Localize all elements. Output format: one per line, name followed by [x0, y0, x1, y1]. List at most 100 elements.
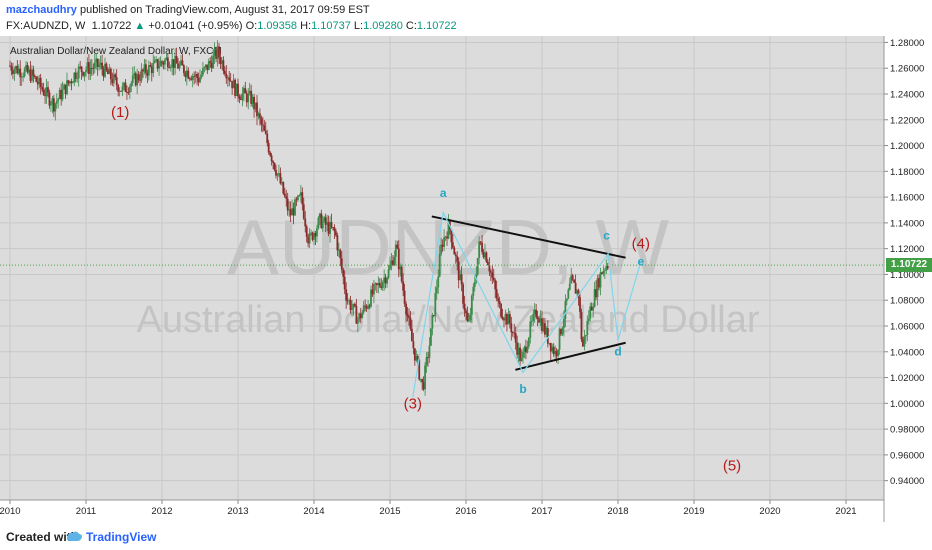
candle-body [138, 74, 140, 80]
candle-body [434, 293, 436, 316]
candle-body [429, 346, 431, 358]
candle-body [22, 76, 24, 77]
candle-body [117, 85, 119, 92]
candle-body [331, 222, 333, 227]
ohlc-high: 1.10737 [311, 20, 351, 32]
candle-body [471, 296, 473, 315]
price-tick-label: 1.22000 [890, 115, 924, 126]
candle-body [239, 96, 241, 98]
candle-body [271, 155, 273, 161]
candle-body [461, 274, 463, 284]
candle-body [499, 301, 501, 304]
tradingview-cloud-icon [66, 530, 84, 542]
candle-body [148, 65, 150, 75]
candle-body [218, 46, 220, 57]
candle-body [43, 89, 45, 94]
candle-body [260, 118, 262, 124]
candle-body [54, 104, 56, 112]
candle-body [436, 287, 438, 293]
wave-label: (1) [111, 104, 129, 121]
candle-body [179, 64, 181, 68]
candle-body [145, 64, 147, 73]
candle-body [336, 235, 338, 250]
candle-body [76, 78, 78, 79]
candle-body [564, 301, 566, 319]
candle-body [268, 143, 270, 152]
publish-line: mazchaudhry published on TradingView.com… [6, 4, 370, 16]
chart-footer: Created with TradingView [0, 522, 932, 550]
candle-body [396, 245, 398, 249]
candle-body [494, 280, 496, 289]
tradingview-brand-link[interactable]: TradingView [86, 530, 156, 544]
ohlc-low: 1.09280 [363, 20, 403, 32]
symbol-label: FX:AUDNZD, W [6, 20, 85, 32]
wave-label: e [637, 254, 644, 268]
candle-body [196, 74, 198, 78]
candle-body [431, 315, 433, 329]
candle-body [11, 66, 13, 70]
candle-body [101, 63, 103, 69]
candle-body [303, 204, 305, 218]
candle-body [528, 338, 530, 347]
candle-body [50, 105, 52, 106]
candle-body [510, 323, 512, 332]
candle-body [493, 278, 495, 281]
candle-body [34, 76, 36, 77]
time-tick-label: 2016 [455, 506, 476, 517]
candle-body [401, 267, 403, 281]
candle-body [339, 250, 341, 259]
price-tick-label: 1.26000 [890, 64, 924, 75]
candle-body [35, 77, 37, 82]
candle-body [402, 281, 404, 290]
candle-body [224, 71, 226, 74]
price-tick-label: 0.98000 [890, 425, 924, 436]
candle-body [201, 75, 203, 78]
candle-body [586, 321, 588, 335]
candle-body [469, 315, 471, 320]
candle-body [526, 346, 528, 352]
candle-body [57, 99, 59, 101]
author-link[interactable]: mazchaudhry [6, 4, 77, 16]
wave-label: b [519, 382, 526, 396]
candle-body [486, 253, 488, 262]
candle-body [182, 60, 184, 65]
symbol-line: FX:AUDNZD, W 1.10722 ▲ +0.01041 (+0.95%)… [6, 20, 457, 32]
time-tick-label: 2011 [76, 506, 96, 517]
candle-body [569, 284, 571, 290]
candle-body [158, 66, 160, 68]
ohlc-close: 1.10722 [417, 20, 457, 32]
candle-body [24, 69, 26, 76]
candle-body [241, 93, 243, 100]
candle-body [306, 226, 308, 236]
candle-body [354, 304, 356, 306]
candle-body [405, 304, 407, 315]
candle-body [535, 310, 537, 317]
ohlc-open: 1.09358 [257, 20, 297, 32]
price-tick-label: 0.94000 [890, 476, 924, 487]
time-tick-label: 2017 [531, 506, 552, 517]
candle-body [386, 278, 388, 284]
candle-body [452, 242, 454, 247]
candle-body [265, 131, 267, 134]
candle-body [465, 310, 467, 313]
candle-body [602, 271, 604, 274]
price-tick-label: 1.28000 [890, 38, 924, 49]
candle-body [364, 306, 366, 307]
candle-body [515, 333, 517, 343]
candle-body [547, 328, 549, 343]
price-tick-label: 1.04000 [890, 347, 924, 358]
candle-body [203, 67, 205, 68]
candle-body [152, 63, 154, 73]
candle-body [228, 77, 230, 80]
candle-body [443, 237, 445, 247]
candle-body [287, 199, 289, 211]
candle-body [129, 86, 131, 92]
time-tick-label: 2013 [227, 506, 248, 517]
price-tick-label: 1.18000 [890, 167, 924, 178]
candle-body [149, 65, 151, 66]
candle-body [209, 61, 211, 63]
candle-body [566, 299, 568, 301]
wave-label: (4) [632, 236, 650, 253]
candle-body [472, 287, 474, 296]
